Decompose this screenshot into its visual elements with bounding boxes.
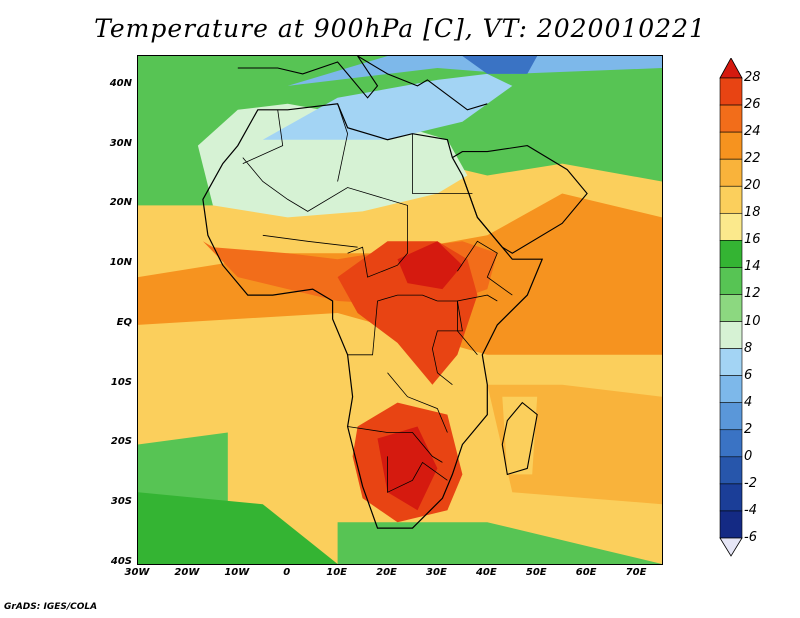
country-border — [457, 240, 513, 296]
lon-tick-label: 10W — [224, 567, 250, 578]
colorbar-level-label: 24 — [744, 124, 761, 140]
country-border — [412, 133, 473, 194]
colorbar-level-label: 8 — [744, 340, 753, 356]
country-border — [242, 157, 408, 278]
colorbar-bin — [719, 77, 743, 106]
madagascar — [502, 396, 538, 475]
country-border — [242, 109, 284, 164]
colorbar-level-label: 26 — [744, 97, 761, 113]
colorbar-bin — [719, 321, 743, 349]
lon-tick-label: 20E — [376, 567, 397, 578]
lon-tick-label: 40E — [475, 567, 497, 578]
colorbar-top-arrow — [719, 58, 743, 79]
sudan-hottest — [397, 241, 463, 290]
colorbar-bin — [719, 158, 743, 187]
colorbar-bin — [719, 104, 743, 133]
colorbar-bin — [719, 510, 743, 539]
colorbar-bin — [719, 483, 743, 512]
colorbar-level-label: 22 — [744, 151, 761, 167]
colorbar-bin — [719, 402, 743, 431]
colorbar-level-label: 4 — [744, 394, 753, 410]
country-border — [387, 456, 448, 493]
lon-tick-label: 50E — [525, 567, 547, 578]
country-border — [456, 294, 498, 356]
lat-tick-label: 20N — [109, 197, 132, 209]
lat-tick-label: EQ — [116, 316, 132, 328]
black-sea-cold — [462, 56, 538, 74]
country-border — [347, 294, 438, 356]
colorbar — [719, 58, 743, 557]
lat-tick-label: 10S — [110, 376, 132, 388]
lon-tick-label: 60E — [575, 567, 597, 578]
colorbar-level-label: 12 — [744, 286, 761, 302]
colorbar-bin — [719, 131, 743, 160]
colorbar-bin — [719, 267, 743, 295]
arabia-coastline — [452, 145, 588, 254]
colorbar-level-label: 20 — [744, 178, 761, 194]
country-border — [387, 372, 448, 433]
colorbar-bin — [719, 348, 743, 376]
grads-credit: GrADS: IGES/COLA — [4, 602, 98, 612]
colorbar-bottom-arrow — [719, 537, 743, 557]
colorbar-bin — [719, 185, 743, 214]
country-border — [262, 234, 358, 248]
kalahari-hottest — [377, 426, 438, 511]
lon-tick-label: 30W — [124, 567, 150, 578]
madagascar-coastline — [501, 401, 538, 476]
colorbar-level-label: 2 — [744, 421, 753, 437]
lon-tick-label: 0 — [283, 567, 291, 578]
colorbar-level-label: 28 — [744, 70, 761, 85]
country-border — [347, 426, 443, 463]
colorbar-level-label: 0 — [744, 448, 753, 464]
colorbar-bin — [719, 429, 743, 458]
colorbar-level-label: 18 — [744, 205, 761, 221]
colorbar-level-label: 16 — [744, 232, 761, 248]
colorbar-level-label: -4 — [744, 502, 757, 518]
colorbar-level-label: -2 — [744, 475, 757, 491]
colorbar-level-label: 10 — [744, 313, 761, 329]
lon-tick-label: 10E — [326, 567, 347, 578]
colorbar-bin — [719, 294, 743, 322]
lat-tick-label: 40S — [110, 556, 132, 567]
lon-tick-label: 30E — [426, 567, 447, 578]
lat-tick-label: 10N — [109, 257, 132, 269]
colorbar-level-label: 6 — [744, 367, 753, 383]
colorbar-bin — [719, 375, 743, 404]
colorbar-level-label: -6 — [744, 530, 757, 545]
lon-tick-label: 20W — [174, 567, 200, 578]
lat-tick-label: 20S — [110, 436, 132, 448]
lon-tick-label: 70E — [625, 567, 647, 578]
lat-tick-label: 30N — [109, 137, 132, 149]
europe-cold — [287, 56, 662, 86]
colorbar-bin — [719, 240, 743, 268]
africa-coastline — [202, 103, 544, 529]
south-atlantic-cold — [138, 492, 338, 564]
country-border — [337, 103, 349, 182]
lat-tick-label: 30S — [110, 496, 132, 508]
lat-tick-label: 40N — [109, 77, 132, 89]
mediterranean-cooler — [262, 73, 513, 140]
colorbar-level-label: 14 — [744, 259, 761, 275]
europe-coastline — [237, 56, 488, 111]
colorbar-bin — [719, 212, 743, 241]
southern-ocean-cool — [337, 522, 662, 564]
colorbar-bin — [719, 456, 743, 485]
temperature-map — [137, 55, 663, 565]
chart-title: Temperature at 900hPa [C], VT: 202001022… — [94, 14, 706, 43]
